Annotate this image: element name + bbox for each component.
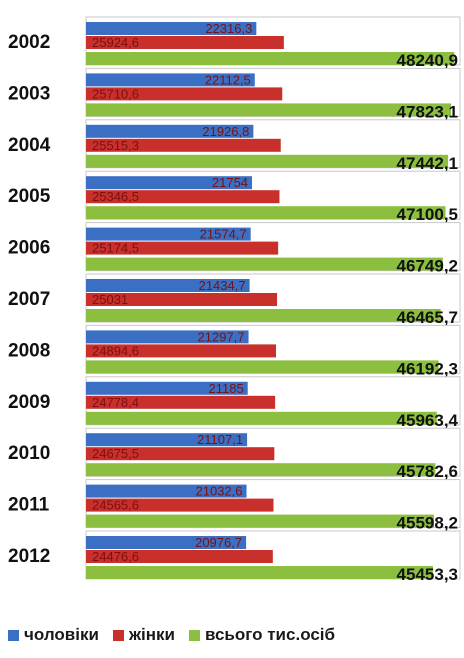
data-label-men: 21107,1	[197, 432, 243, 447]
bar-men	[86, 227, 251, 241]
category-label: 2011	[8, 495, 50, 516]
bar-total	[86, 463, 436, 477]
bar-total	[86, 52, 455, 65]
legend-item-total: всього тис.осіб	[188, 625, 336, 645]
category-label: 2004	[8, 135, 51, 156]
chart-canvas: 2002 22316,3 25924,6 48240,9 2003 22112,5 2571…	[8, 16, 461, 584]
bar-men	[86, 484, 247, 498]
bar-total	[86, 257, 443, 271]
category-label: 2009	[8, 392, 50, 413]
bar-women	[86, 138, 281, 152]
bar-total	[86, 309, 441, 322]
bar-women	[86, 498, 274, 512]
legend-label-total: всього тис.осіб	[204, 625, 336, 644]
data-label-men: 21032,6	[196, 484, 243, 499]
category-label: 2008	[8, 340, 50, 361]
data-label-women: 25031	[92, 292, 128, 307]
data-label-men: 21754	[212, 175, 248, 190]
bar-total	[86, 411, 437, 425]
bar-men	[86, 433, 248, 447]
data-label-women: 25710,6	[92, 86, 139, 101]
data-label-total: 46749,2	[397, 257, 458, 276]
bar-total	[86, 206, 446, 220]
bar-women	[86, 550, 273, 563]
data-label-total: 47823,1	[397, 102, 458, 121]
data-label-total: 45782,6	[397, 462, 458, 481]
bar-men	[86, 176, 253, 190]
data-label-men: 21297,7	[198, 329, 245, 344]
data-label-women: 25174,5	[92, 241, 139, 256]
bar-total	[86, 360, 439, 374]
bar-total	[86, 103, 452, 117]
data-label-men: 21434,7	[199, 278, 246, 293]
bar-men	[86, 381, 248, 395]
data-label-total: 45453,3	[397, 565, 458, 584]
legend-item-men: чоловіки	[8, 625, 99, 645]
legend-swatch-women	[112, 629, 124, 641]
data-label-men: 21574,7	[200, 227, 247, 242]
bar-women	[86, 190, 280, 204]
data-label-men: 20976,7	[195, 535, 242, 550]
data-label-men: 22316,3	[205, 21, 252, 36]
category-label: 2006	[8, 238, 50, 259]
bar-men	[86, 279, 250, 292]
bar-total	[86, 154, 449, 168]
data-label-men: 22112,5	[205, 72, 251, 87]
bar-women	[86, 36, 284, 49]
bar-total	[86, 566, 433, 579]
data-label-women: 25924,6	[92, 35, 139, 50]
category-label: 2007	[8, 289, 50, 310]
data-label-total: 45598,2	[397, 514, 458, 533]
legend-swatch-total	[188, 629, 200, 641]
bar-women	[86, 241, 279, 255]
category-label: 2012	[8, 546, 50, 567]
data-label-women: 24778,4	[92, 395, 139, 410]
data-label-total: 47442,1	[397, 154, 458, 173]
category-label: 2005	[8, 186, 51, 207]
data-label-total: 46465,7	[397, 308, 458, 327]
bar-women	[86, 395, 276, 409]
legend-label-women: жінки	[128, 625, 175, 644]
bar-men	[86, 536, 247, 549]
category-label: 2002	[8, 32, 50, 53]
bar-women	[86, 293, 278, 306]
data-label-women: 24565,6	[92, 498, 139, 513]
bar-total	[86, 514, 435, 528]
category-label: 2003	[8, 83, 50, 104]
bar-men	[86, 330, 249, 344]
legend: чоловіки жінки всього тис.осіб	[8, 625, 349, 645]
bar-women	[86, 447, 275, 461]
bar-men	[86, 124, 254, 138]
legend-label-men: чоловіки	[24, 625, 99, 644]
data-label-total: 47100,5	[397, 205, 458, 224]
data-label-women: 24476,6	[92, 549, 139, 564]
legend-item-women: жінки	[112, 625, 175, 645]
legend-swatch-men	[8, 629, 19, 641]
bar-women	[86, 87, 283, 101]
category-label: 2010	[8, 443, 50, 464]
data-label-total: 48240,9	[397, 51, 458, 70]
data-label-women: 25346,5	[92, 189, 139, 204]
bar-men	[86, 22, 257, 35]
data-label-men: 21185	[209, 381, 244, 396]
bar-women	[86, 344, 277, 358]
data-label-total: 45963,4	[397, 411, 459, 430]
data-label-women: 25515,3	[92, 138, 139, 153]
data-label-total: 46192,3	[397, 359, 458, 378]
data-label-women: 24675,5	[92, 446, 139, 461]
data-label-men: 21926,8	[202, 124, 249, 139]
data-label-women: 24894,6	[92, 343, 139, 358]
bar-men	[86, 73, 255, 87]
